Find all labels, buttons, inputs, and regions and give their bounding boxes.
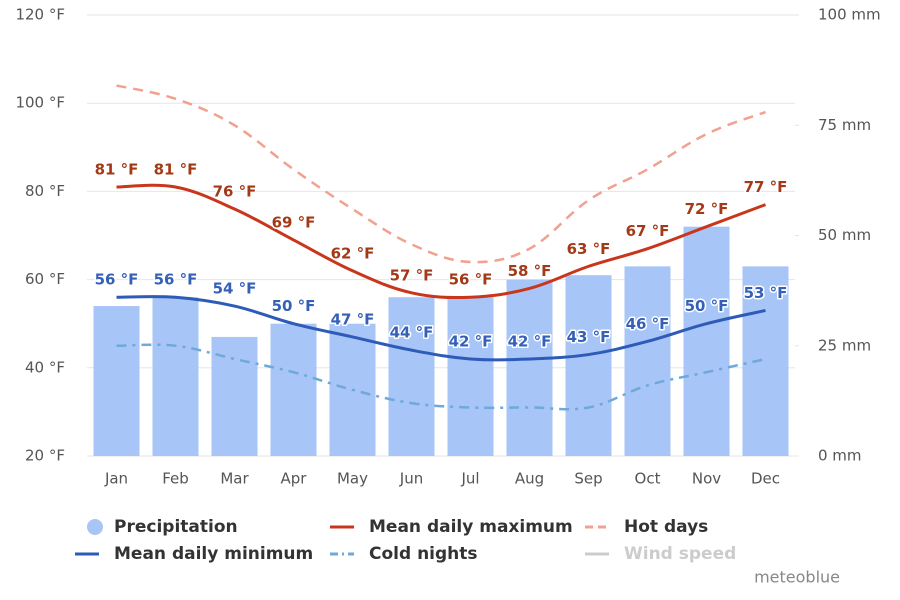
series-line: [116, 84, 766, 264]
x-tick-label: Nov: [692, 470, 721, 488]
legend-label[interactable]: Cold nights: [369, 544, 478, 564]
x-tick-label: Oct: [635, 470, 661, 488]
x-tick-label: Aug: [515, 470, 544, 488]
precipitation-bar: [447, 297, 494, 456]
data-label: 54 °F: [213, 280, 257, 298]
data-label: 56 °F: [154, 271, 198, 289]
data-label: 76 °F: [213, 183, 257, 201]
x-tick-label: Dec: [751, 470, 780, 488]
data-label: 63 °F: [567, 240, 611, 258]
data-label: 69 °F: [272, 213, 316, 231]
precipitation-bar: [152, 297, 199, 456]
series-line: [116, 183, 767, 300]
x-tick-label: Jul: [460, 470, 479, 488]
legend-label[interactable]: Wind speed: [624, 544, 736, 564]
y-tick-label: 80 °F: [25, 182, 65, 200]
x-tick-label: Mar: [220, 470, 249, 488]
legend-label[interactable]: Mean daily maximum: [369, 517, 573, 537]
data-label: 44 °F: [390, 324, 434, 342]
x-tick-label: May: [337, 470, 368, 488]
data-label: 53 °F: [744, 284, 788, 302]
data-label: 72 °F: [685, 200, 729, 218]
data-label: 58 °F: [508, 262, 552, 280]
y2-tick-label: 25 mm: [818, 336, 871, 354]
precipitation-bar: [388, 297, 435, 456]
y2-tick-label: 50 mm: [818, 226, 871, 244]
y2-tick-label: 100 mm: [818, 6, 881, 24]
data-label: 56 °F: [449, 271, 493, 289]
y2-tick-label: 75 mm: [818, 116, 871, 134]
precipitation-bar: [624, 266, 671, 456]
data-label: 62 °F: [331, 244, 375, 262]
data-label: 47 °F: [331, 310, 375, 328]
y-tick-label: 120 °F: [15, 6, 65, 24]
credit: meteoblue: [754, 568, 840, 587]
precipitation-bar: [270, 323, 317, 456]
data-label: 81 °F: [154, 160, 198, 178]
precipitation-bar: [93, 306, 140, 456]
data-label: 43 °F: [567, 328, 611, 346]
precipitation-bar: [683, 226, 730, 456]
y-tick-label: 60 °F: [25, 270, 65, 288]
precipitation-bar: [742, 266, 789, 456]
data-label: 81 °F: [95, 160, 139, 178]
precipitation-bar: [211, 336, 258, 456]
data-label: 50 °F: [272, 297, 316, 315]
data-label: 46 °F: [626, 315, 670, 333]
series-line: [116, 295, 766, 362]
legend-label[interactable]: Hot days: [624, 517, 708, 537]
data-label: 42 °F: [449, 332, 493, 350]
y2-tick-label: 0 mm: [818, 447, 862, 465]
x-tick-label: Apr: [281, 470, 308, 488]
y-tick-label: 40 °F: [25, 358, 65, 376]
precipitation-bar: [506, 279, 553, 456]
data-label: 77 °F: [744, 178, 788, 196]
x-tick-label: Feb: [162, 470, 189, 488]
x-tick-label: Jan: [104, 470, 128, 488]
x-tick-label: Sep: [574, 470, 602, 488]
y-tick-label: 100 °F: [15, 94, 65, 112]
legend-label[interactable]: Precipitation: [114, 517, 238, 537]
data-label: 67 °F: [626, 222, 670, 240]
data-label: 57 °F: [390, 266, 434, 284]
precipitation-bar: [565, 275, 612, 456]
data-label: 42 °F: [508, 332, 552, 350]
legend-label[interactable]: Mean daily minimum: [114, 544, 313, 564]
legend-symbol: [87, 519, 103, 535]
y-tick-label: 20 °F: [25, 447, 65, 465]
x-tick-label: Jun: [399, 470, 423, 488]
data-label: 56 °F: [95, 271, 139, 289]
data-label: 50 °F: [685, 297, 729, 315]
